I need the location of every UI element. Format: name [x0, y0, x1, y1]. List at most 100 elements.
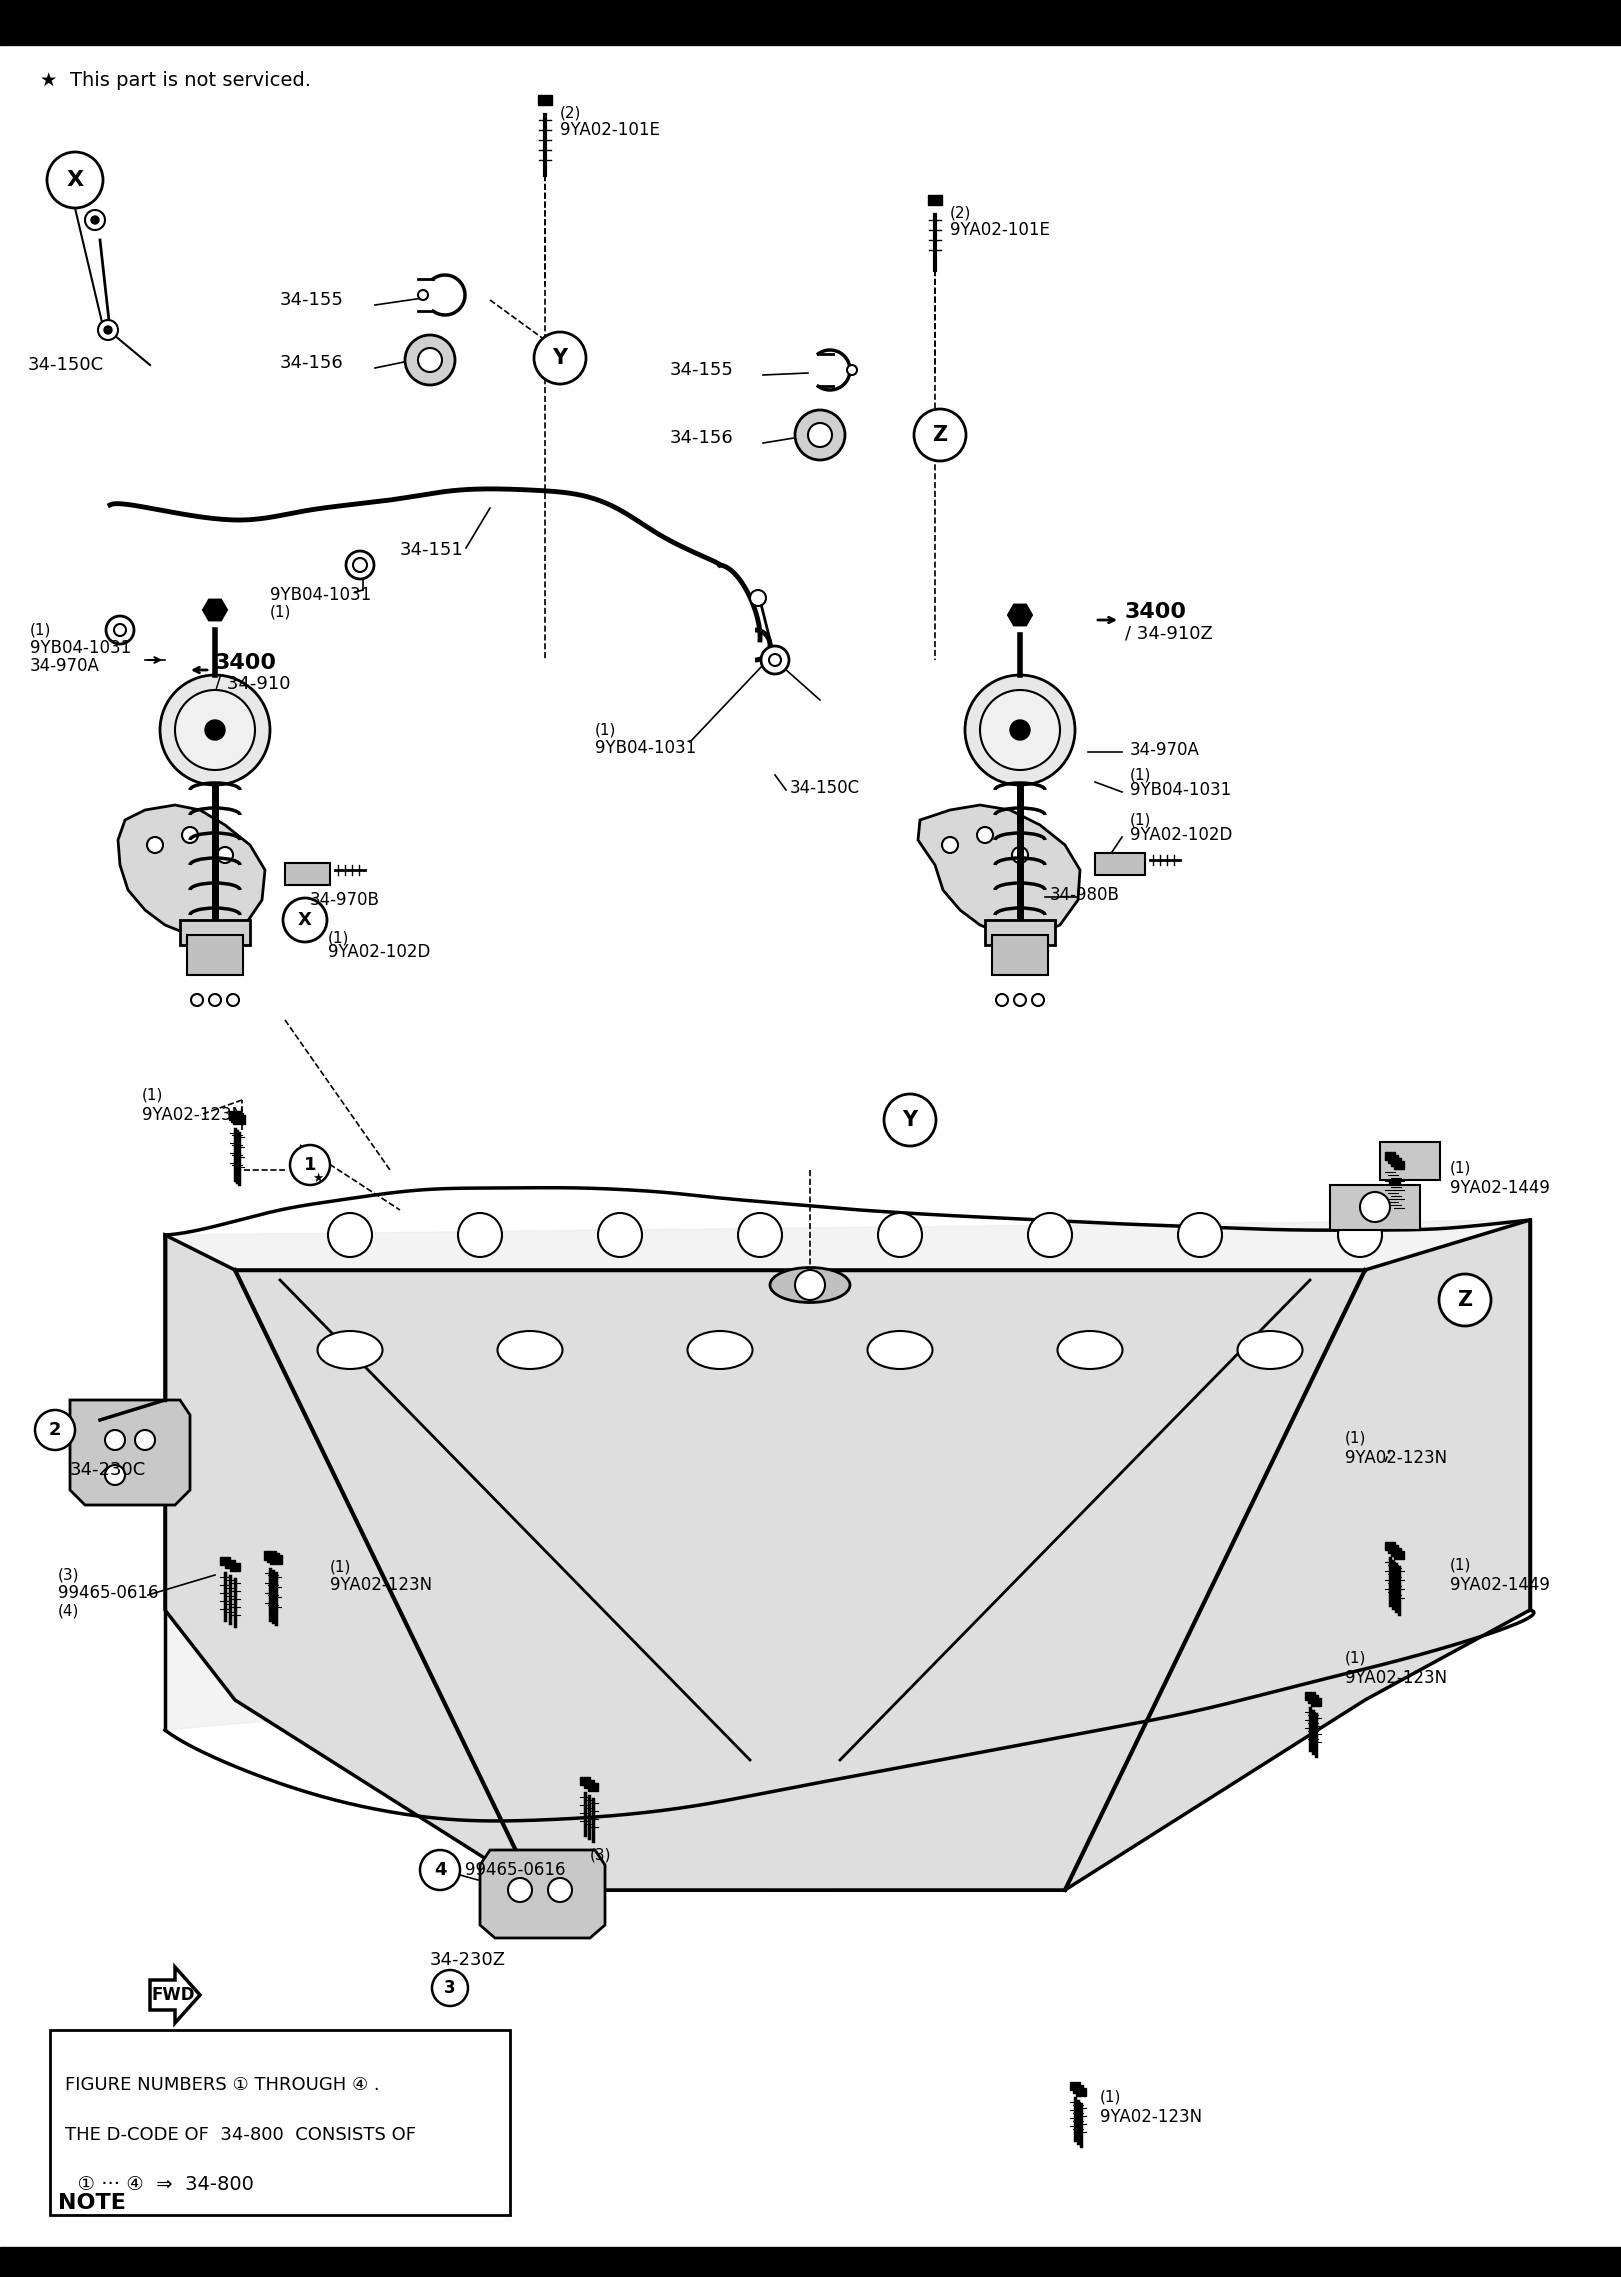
- Circle shape: [794, 1271, 825, 1300]
- Bar: [1308, 1694, 1318, 1703]
- Text: 1: 1: [303, 1157, 316, 1175]
- Circle shape: [105, 1464, 125, 1485]
- Text: (1): (1): [1451, 1557, 1472, 1573]
- Text: 4: 4: [434, 1860, 446, 1879]
- Bar: [1391, 1159, 1401, 1166]
- Ellipse shape: [770, 1268, 849, 1302]
- Bar: [1394, 1161, 1404, 1168]
- Text: Z: Z: [932, 426, 948, 444]
- Text: ★: ★: [313, 1170, 324, 1184]
- Text: 9YA02-1449: 9YA02-1449: [1451, 1576, 1550, 1594]
- Bar: [233, 1116, 245, 1125]
- Circle shape: [182, 827, 198, 842]
- Bar: [230, 1562, 240, 1571]
- Circle shape: [794, 410, 845, 460]
- Text: 34-970A: 34-970A: [1130, 740, 1200, 758]
- Circle shape: [433, 1970, 468, 2006]
- Bar: [1379, 1143, 1439, 1179]
- Polygon shape: [203, 599, 227, 619]
- Text: 34-155: 34-155: [280, 291, 344, 310]
- Bar: [588, 1783, 598, 1792]
- Bar: [50, 2031, 511, 2216]
- Bar: [580, 1776, 590, 1785]
- Bar: [992, 936, 1049, 975]
- Circle shape: [105, 1430, 125, 1450]
- Text: (1): (1): [1345, 1651, 1367, 1664]
- Polygon shape: [70, 1400, 190, 1505]
- Circle shape: [105, 617, 135, 644]
- Ellipse shape: [318, 1332, 383, 1368]
- Text: (2): (2): [559, 105, 582, 121]
- Ellipse shape: [498, 1332, 562, 1368]
- Circle shape: [883, 1093, 935, 1145]
- Text: / 34-910Z: / 34-910Z: [1125, 624, 1213, 642]
- Text: 34-156: 34-156: [280, 353, 344, 371]
- Circle shape: [768, 653, 781, 665]
- Ellipse shape: [1237, 1332, 1303, 1368]
- Circle shape: [97, 321, 118, 339]
- Bar: [1384, 1152, 1396, 1159]
- Ellipse shape: [1057, 1332, 1122, 1368]
- Bar: [1329, 1184, 1420, 1230]
- Circle shape: [420, 1849, 460, 1890]
- Text: 9YB04-1031: 9YB04-1031: [1130, 781, 1232, 799]
- Circle shape: [405, 335, 456, 385]
- Circle shape: [751, 590, 767, 606]
- Bar: [271, 1555, 282, 1564]
- Polygon shape: [1008, 606, 1033, 626]
- Text: 99465-0616: 99465-0616: [58, 1585, 159, 1603]
- Circle shape: [113, 624, 126, 635]
- Circle shape: [418, 289, 428, 301]
- Text: 9YB04-1031: 9YB04-1031: [595, 740, 697, 756]
- Text: 34-150C: 34-150C: [28, 355, 104, 373]
- Bar: [1070, 2081, 1080, 2090]
- Bar: [180, 920, 250, 945]
- Text: 34-151: 34-151: [400, 542, 464, 558]
- Bar: [0, 0, 1621, 46]
- Text: (1): (1): [327, 931, 350, 945]
- Circle shape: [879, 1214, 922, 1257]
- Bar: [1394, 1551, 1404, 1560]
- Polygon shape: [118, 806, 264, 936]
- Polygon shape: [917, 806, 1080, 936]
- Text: (1): (1): [331, 1560, 352, 1573]
- Bar: [186, 936, 243, 975]
- Text: 34-980B: 34-980B: [1050, 886, 1120, 904]
- Text: THE D-CODE OF  34-800  CONSISTS OF: THE D-CODE OF 34-800 CONSISTS OF: [65, 2127, 417, 2145]
- Text: 2: 2: [49, 1421, 62, 1439]
- Bar: [1384, 1542, 1396, 1551]
- Text: (1): (1): [1130, 767, 1151, 783]
- Circle shape: [995, 995, 1008, 1006]
- Circle shape: [290, 1145, 331, 1184]
- Polygon shape: [480, 1849, 605, 1938]
- Circle shape: [175, 690, 254, 770]
- Text: Z: Z: [1457, 1291, 1472, 1309]
- Circle shape: [418, 348, 443, 371]
- Circle shape: [284, 897, 327, 943]
- Ellipse shape: [687, 1332, 752, 1368]
- Circle shape: [548, 1879, 572, 1901]
- Text: Y: Y: [553, 348, 567, 369]
- Text: (1): (1): [1101, 2090, 1122, 2104]
- Text: 9YA02-123N: 9YA02-123N: [143, 1107, 245, 1125]
- Circle shape: [598, 1214, 642, 1257]
- Text: 34-970A: 34-970A: [31, 658, 101, 674]
- Text: 3400: 3400: [216, 653, 277, 674]
- Text: (3): (3): [58, 1567, 79, 1583]
- Text: 9YA02-123N: 9YA02-123N: [1345, 1669, 1448, 1687]
- Text: 9YA02-101E: 9YA02-101E: [950, 221, 1050, 239]
- Bar: [1388, 1546, 1397, 1553]
- Bar: [0, 2247, 1621, 2277]
- Circle shape: [981, 690, 1060, 770]
- Text: 34-230C: 34-230C: [70, 1462, 146, 1480]
- Circle shape: [1360, 1191, 1389, 1223]
- Circle shape: [459, 1214, 503, 1257]
- Circle shape: [227, 995, 238, 1006]
- Text: (2): (2): [950, 205, 971, 221]
- Circle shape: [964, 674, 1075, 786]
- Bar: [264, 1551, 276, 1560]
- Circle shape: [345, 551, 374, 578]
- Bar: [229, 1111, 242, 1120]
- Circle shape: [1015, 995, 1026, 1006]
- Text: 9YA02-1449: 9YA02-1449: [1451, 1179, 1550, 1198]
